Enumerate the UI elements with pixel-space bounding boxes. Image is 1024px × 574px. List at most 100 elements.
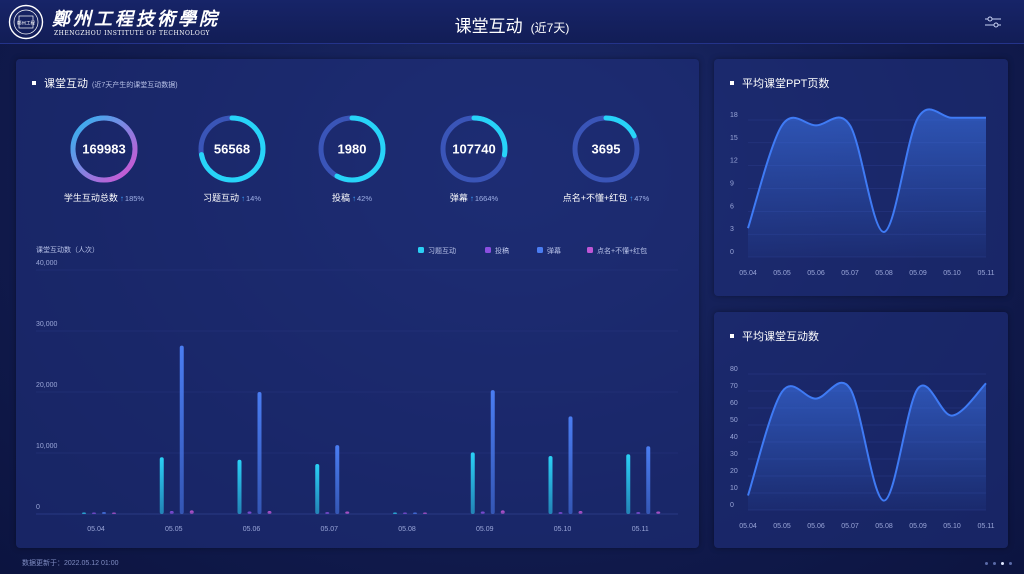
- ppt-pages-title-text: 平均课堂PPT页数: [742, 78, 830, 90]
- stat-value: 107740: [452, 142, 495, 157]
- bar-投稿[interactable]: [169, 510, 174, 514]
- stat-card: 56568 习题互动 ↑14%: [172, 113, 292, 204]
- y-tick-label: 9: [730, 181, 734, 188]
- bar-弹幕[interactable]: [413, 512, 417, 515]
- bar-点名+不懂+红包[interactable]: [578, 510, 583, 514]
- trend-up-arrow-icon: ↑: [629, 194, 634, 203]
- bar-弹幕[interactable]: [102, 512, 106, 514]
- bar-弹幕[interactable]: [179, 345, 184, 514]
- bar-习题互动[interactable]: [82, 512, 86, 515]
- title-bullet-icon: [730, 81, 734, 85]
- bar-弹幕[interactable]: [490, 390, 495, 514]
- bar-习题互动[interactable]: [626, 454, 631, 514]
- bar-习题互动[interactable]: [159, 457, 164, 514]
- y-tick-label: 3: [730, 226, 734, 233]
- interaction-bar-chart: 课堂互动数（人次） 0 10,000 20,000 30,000 40,000 05.04 0…: [36, 245, 678, 533]
- x-tick-label: 05.07: [841, 270, 859, 277]
- page-dot[interactable]: [1009, 562, 1012, 565]
- bar-投稿[interactable]: [247, 511, 252, 514]
- bar-弹幕[interactable]: [335, 445, 340, 514]
- bar-点名+不懂+红包[interactable]: [656, 511, 661, 514]
- bar-点名+不懂+红包[interactable]: [267, 510, 272, 514]
- legend-swatch: [485, 247, 491, 253]
- bar-习题互动[interactable]: [470, 452, 475, 514]
- x-tick-label: 05.07: [841, 523, 859, 530]
- bar-习题互动[interactable]: [237, 459, 242, 514]
- stat-label: 投稿 ↑42%: [292, 191, 412, 204]
- legend-label[interactable]: 投稿: [495, 246, 509, 255]
- title-bullet-icon: [730, 334, 734, 338]
- avg-interaction-title-text: 平均课堂互动数: [742, 331, 819, 343]
- bar-投稿[interactable]: [403, 512, 407, 515]
- bar-点名+不懂+红包[interactable]: [189, 510, 194, 514]
- y-tick-label: 20,000: [36, 382, 58, 389]
- stat-value: 1980: [338, 142, 367, 157]
- stat-value: 3695: [592, 142, 621, 157]
- legend-label[interactable]: 习题互动: [428, 246, 456, 255]
- stat-ring-progress: [572, 115, 640, 183]
- bar-弹幕[interactable]: [646, 446, 651, 514]
- stat-ring-progress: [318, 115, 386, 183]
- x-tick-label: 05.10: [554, 526, 572, 533]
- y-tick-label: 50: [730, 417, 738, 424]
- y-tick-label: 10,000: [36, 443, 58, 450]
- x-tick-label: 05.08: [875, 523, 893, 530]
- stat-ring: 1980: [318, 115, 386, 183]
- stat-ring: 107740: [440, 115, 508, 183]
- area-line[interactable]: [747, 108, 986, 233]
- bar-投稿[interactable]: [558, 512, 563, 514]
- x-tick-label: 05.04: [739, 270, 757, 277]
- settings-sliders-icon[interactable]: [983, 14, 1003, 30]
- y-tick-label: 15: [730, 135, 738, 142]
- y-tick-label: 80: [730, 366, 738, 373]
- interaction-panel: 课堂互动 (近7天产生的课堂互动数据) 169983 学生互动总数 ↑185% 565…: [16, 59, 699, 548]
- stat-trend: 1664%: [474, 194, 499, 203]
- bar-投稿[interactable]: [325, 512, 330, 514]
- school-logo-icon: 鄭州工程: [8, 4, 44, 40]
- stat-ring-progress: [70, 115, 138, 183]
- ppt-pages-area-chart: 0 3 6 9 12 15 18 05.04 05.05 05.06 05.07 05.08 05.09…: [730, 108, 995, 277]
- legend-swatch: [537, 247, 543, 253]
- y-tick-label: 20: [730, 468, 738, 475]
- bar-习题互动[interactable]: [393, 512, 397, 515]
- title-bullet-icon: [32, 81, 36, 85]
- x-tick-label: 05.11: [632, 526, 649, 533]
- page-indicator[interactable]: [985, 562, 1012, 565]
- x-tick-label: 05.10: [943, 270, 961, 277]
- area-line[interactable]: [747, 381, 987, 502]
- bar-习题互动[interactable]: [315, 463, 320, 514]
- stat-ring: 3695: [572, 115, 640, 183]
- bar-点名+不懂+红包[interactable]: [345, 511, 350, 514]
- bar-点名+不懂+红包[interactable]: [500, 510, 505, 514]
- bar-投稿[interactable]: [636, 512, 641, 514]
- x-tick-label: 05.05: [773, 523, 791, 530]
- y-tick-label: 30: [730, 451, 738, 458]
- x-tick-label: 05.09: [909, 270, 927, 277]
- area-fill: [748, 109, 986, 257]
- trend-up-arrow-icon: ↑: [119, 194, 124, 203]
- trend-up-arrow-icon: ↑: [469, 194, 474, 203]
- stat-ring-progress: [198, 115, 266, 183]
- y-tick-label: 0: [730, 249, 734, 256]
- bar-点名+不懂+红包[interactable]: [423, 512, 427, 515]
- legend-label[interactable]: 弹幕: [547, 246, 561, 255]
- bar-弹幕[interactable]: [257, 392, 262, 514]
- page-dot[interactable]: [985, 562, 988, 565]
- x-tick-label: 05.05: [165, 526, 183, 533]
- bar-习题互动[interactable]: [548, 456, 553, 514]
- bar-弹幕[interactable]: [568, 416, 573, 514]
- stat-label: 点名+不懂+红包 ↑47%: [546, 191, 666, 204]
- bar-投稿[interactable]: [480, 511, 485, 514]
- bar-点名+不懂+红包[interactable]: [112, 512, 116, 515]
- stat-trend: 42%: [357, 194, 373, 203]
- page-dot[interactable]: [993, 562, 996, 565]
- page-dot-active[interactable]: [1001, 562, 1004, 565]
- legend-label[interactable]: 点名+不懂+红包: [597, 246, 647, 255]
- x-tick-label: 05.11: [978, 523, 995, 530]
- x-tick-label: 05.09: [909, 523, 927, 530]
- y-tick-label: 12: [730, 158, 738, 165]
- page-subtitle: (近7天): [530, 21, 570, 35]
- x-tick-label: 05.06: [807, 523, 825, 530]
- y-tick-label: 40: [730, 434, 738, 441]
- bar-投稿[interactable]: [92, 512, 96, 515]
